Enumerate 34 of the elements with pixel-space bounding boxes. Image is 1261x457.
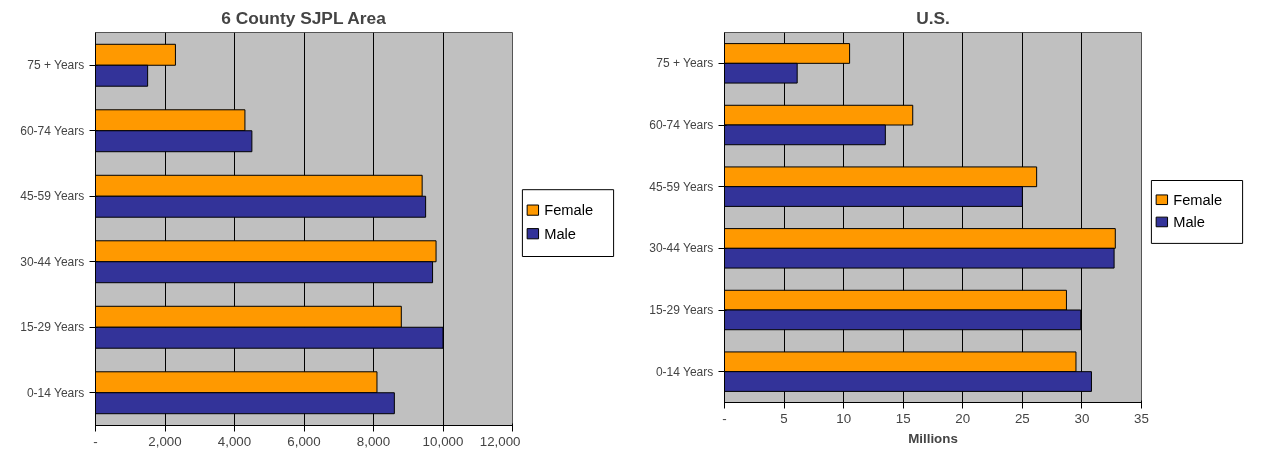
x-axis-title: Millions xyxy=(908,430,958,446)
y-tick-label: 75 + Years xyxy=(27,58,85,73)
y-tick-label: 45-59 Years xyxy=(649,179,714,194)
x-tick-label: 8,000 xyxy=(356,433,391,449)
x-tick-label: 35 xyxy=(1134,410,1149,426)
y-tick-label: 15-29 Years xyxy=(649,303,714,317)
x-tick-label: 20 xyxy=(955,410,971,426)
x-tick-label: 25 xyxy=(1014,410,1030,426)
y-tick-label: 0-14 Years xyxy=(655,364,714,379)
legend-label: Male xyxy=(544,225,577,242)
y-tick-label: 30-44 Years xyxy=(649,241,714,256)
legend-label: Female xyxy=(544,202,594,219)
legend-label: Female xyxy=(1173,191,1223,208)
x-tick-label: 10 xyxy=(836,410,852,426)
x-tick-label: 30 xyxy=(1074,410,1090,426)
x-tick-label: 10,000 xyxy=(422,433,464,449)
x-tick-label: 6,000 xyxy=(287,433,321,449)
x-tick-label: - xyxy=(93,433,98,449)
x-tick-label: 15 xyxy=(895,410,911,426)
x-tick-label: 12,000 xyxy=(479,433,521,449)
y-tick-label: 60-74 Years xyxy=(649,118,714,132)
legend-label: Male xyxy=(1173,213,1206,230)
y-tick-label: 45-59 Years xyxy=(20,189,85,204)
chart-title: 6 County SJPL Area xyxy=(221,7,387,28)
y-tick-label: 0-14 Years xyxy=(26,385,85,400)
chart-title: U.S. xyxy=(916,7,950,28)
x-tick-label: - xyxy=(722,410,727,426)
y-tick-label: 75 + Years xyxy=(656,56,714,71)
y-tick-label: 30-44 Years xyxy=(20,254,85,269)
x-tick-label: 4,000 xyxy=(217,433,252,449)
y-tick-label: 15-29 Years xyxy=(20,320,85,335)
x-tick-label: 5 xyxy=(780,410,788,426)
x-tick-label: 2,000 xyxy=(148,433,182,449)
y-tick-label: 60-74 Years xyxy=(20,123,85,138)
